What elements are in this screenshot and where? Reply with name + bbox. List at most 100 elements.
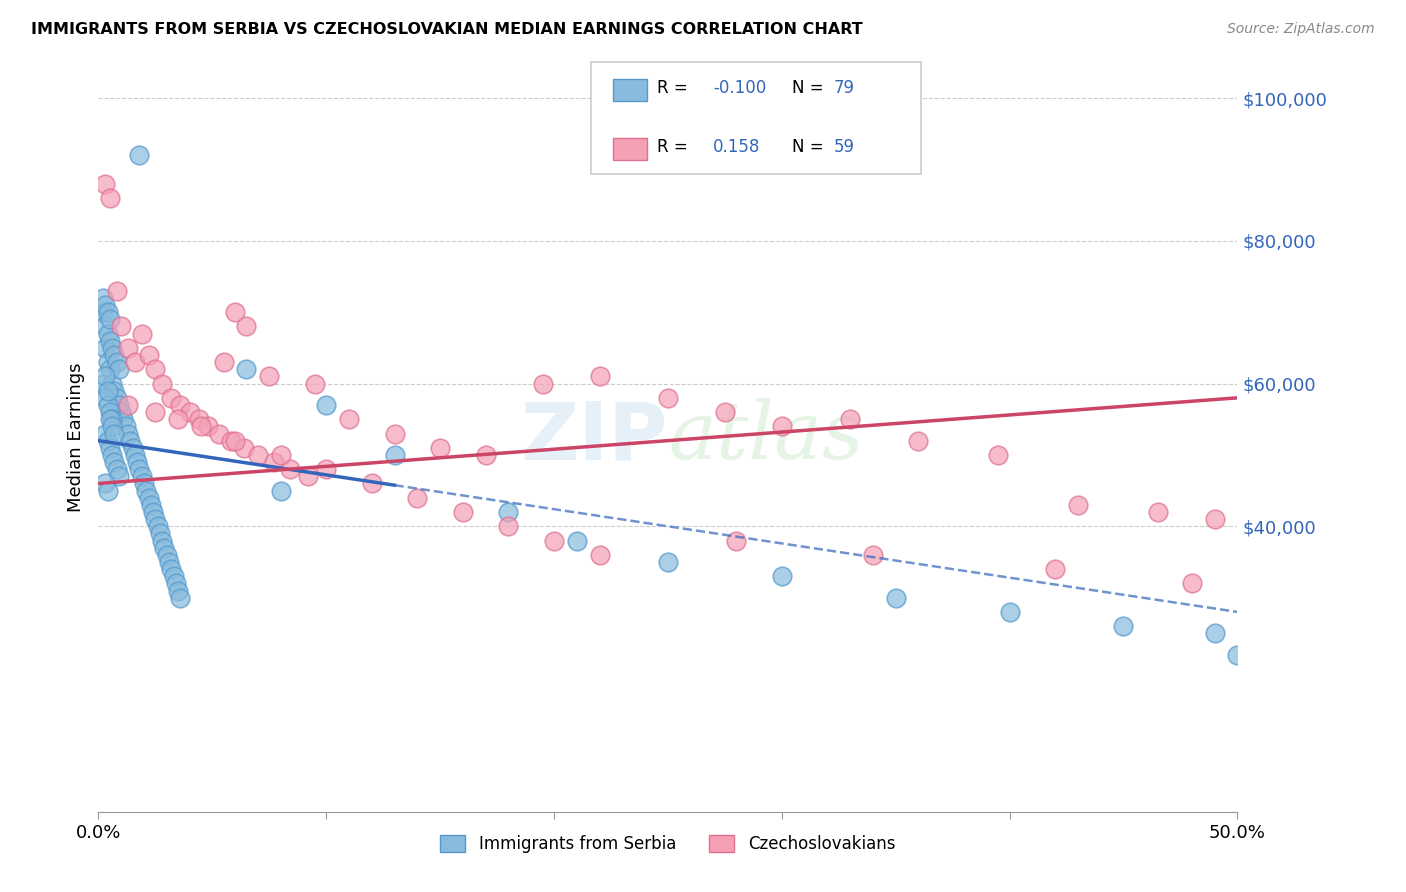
Immigrants from Serbia — [127, 455, 149, 469]
Immigrants from Serbia — [91, 291, 114, 305]
Y-axis label: Median Earnings: Median Earnings — [66, 362, 84, 512]
Czechoslovakians — [384, 426, 406, 441]
Czechoslovakians — [117, 398, 139, 412]
Immigrants from Serbia — [94, 319, 117, 334]
Immigrants from Serbia — [101, 341, 124, 355]
Czechoslovakians — [657, 391, 679, 405]
Czechoslovakians — [315, 462, 337, 476]
Immigrants from Serbia — [98, 405, 121, 419]
Immigrants from Serbia — [94, 426, 117, 441]
Immigrants from Serbia — [96, 384, 118, 398]
Immigrants from Serbia — [94, 298, 117, 312]
Czechoslovakians — [124, 355, 146, 369]
Immigrants from Serbia — [142, 505, 165, 519]
Text: ZIP: ZIP — [520, 398, 668, 476]
Text: Source: ZipAtlas.com: Source: ZipAtlas.com — [1227, 22, 1375, 37]
Immigrants from Serbia — [160, 562, 183, 576]
Immigrants from Serbia — [138, 491, 160, 505]
Czechoslovakians — [224, 305, 246, 319]
Czechoslovakians — [179, 405, 201, 419]
Czechoslovakians — [145, 362, 167, 376]
Czechoslovakians — [297, 469, 319, 483]
Immigrants from Serbia — [270, 483, 292, 498]
Czechoslovakians — [105, 284, 128, 298]
Immigrants from Serbia — [108, 398, 131, 412]
Immigrants from Serbia — [149, 526, 172, 541]
Immigrants from Serbia — [167, 583, 190, 598]
Immigrants from Serbia — [150, 533, 173, 548]
Immigrants from Serbia — [128, 148, 150, 162]
Czechoslovakians — [219, 434, 242, 448]
Immigrants from Serbia — [103, 426, 125, 441]
Immigrants from Serbia — [139, 498, 162, 512]
Immigrants from Serbia — [103, 384, 125, 398]
Immigrants from Serbia — [162, 569, 184, 583]
Czechoslovakians — [987, 448, 1010, 462]
Immigrants from Serbia — [101, 419, 124, 434]
Czechoslovakians — [98, 191, 121, 205]
Czechoslovakians — [429, 441, 451, 455]
Immigrants from Serbia — [112, 412, 135, 426]
Immigrants from Serbia — [1112, 619, 1135, 633]
Czechoslovakians — [588, 369, 610, 384]
Czechoslovakians — [862, 548, 884, 562]
Czechoslovakians — [770, 419, 793, 434]
Immigrants from Serbia — [114, 419, 136, 434]
Text: atlas: atlas — [668, 399, 863, 475]
Immigrants from Serbia — [96, 355, 118, 369]
Immigrants from Serbia — [235, 362, 257, 376]
Immigrants from Serbia — [315, 398, 337, 412]
Immigrants from Serbia — [770, 569, 793, 583]
Immigrants from Serbia — [105, 391, 128, 405]
Czechoslovakians — [1204, 512, 1226, 526]
Czechoslovakians — [278, 462, 301, 476]
Text: N =: N = — [792, 79, 828, 97]
Czechoslovakians — [259, 369, 281, 384]
Immigrants from Serbia — [145, 512, 167, 526]
Immigrants from Serbia — [103, 455, 125, 469]
Text: 79: 79 — [834, 79, 855, 97]
Immigrants from Serbia — [110, 405, 132, 419]
Czechoslovakians — [224, 434, 246, 448]
Immigrants from Serbia — [132, 476, 155, 491]
Text: R =: R = — [657, 138, 697, 156]
Immigrants from Serbia — [121, 441, 143, 455]
Immigrants from Serbia — [108, 362, 131, 376]
Czechoslovakians — [131, 326, 153, 341]
Czechoslovakians — [138, 348, 160, 362]
Czechoslovakians — [190, 419, 212, 434]
Immigrants from Serbia — [108, 469, 131, 483]
Immigrants from Serbia — [98, 312, 121, 326]
Czechoslovakians — [451, 505, 474, 519]
Czechoslovakians — [337, 412, 360, 426]
Czechoslovakians — [498, 519, 520, 533]
Text: R =: R = — [657, 79, 693, 97]
Immigrants from Serbia — [98, 441, 121, 455]
Immigrants from Serbia — [157, 555, 180, 569]
Immigrants from Serbia — [101, 412, 124, 426]
Immigrants from Serbia — [94, 369, 117, 384]
Immigrants from Serbia — [884, 591, 907, 605]
Immigrants from Serbia — [96, 434, 118, 448]
Immigrants from Serbia — [101, 448, 124, 462]
Czechoslovakians — [212, 355, 235, 369]
Czechoslovakians — [94, 177, 117, 191]
Czechoslovakians — [714, 405, 737, 419]
Immigrants from Serbia — [165, 576, 187, 591]
Immigrants from Serbia — [998, 605, 1021, 619]
Czechoslovakians — [208, 426, 231, 441]
Czechoslovakians — [197, 419, 219, 434]
Immigrants from Serbia — [384, 448, 406, 462]
Immigrants from Serbia — [117, 426, 139, 441]
Text: IMMIGRANTS FROM SERBIA VS CZECHOSLOVAKIAN MEDIAN EARNINGS CORRELATION CHART: IMMIGRANTS FROM SERBIA VS CZECHOSLOVAKIA… — [31, 22, 863, 37]
Immigrants from Serbia — [94, 476, 117, 491]
Immigrants from Serbia — [96, 483, 118, 498]
Immigrants from Serbia — [135, 483, 157, 498]
Immigrants from Serbia — [657, 555, 679, 569]
Immigrants from Serbia — [169, 591, 191, 605]
Czechoslovakians — [304, 376, 326, 391]
Czechoslovakians — [1146, 505, 1168, 519]
Czechoslovakians — [588, 548, 610, 562]
Text: -0.100: -0.100 — [713, 79, 766, 97]
Czechoslovakians — [117, 341, 139, 355]
